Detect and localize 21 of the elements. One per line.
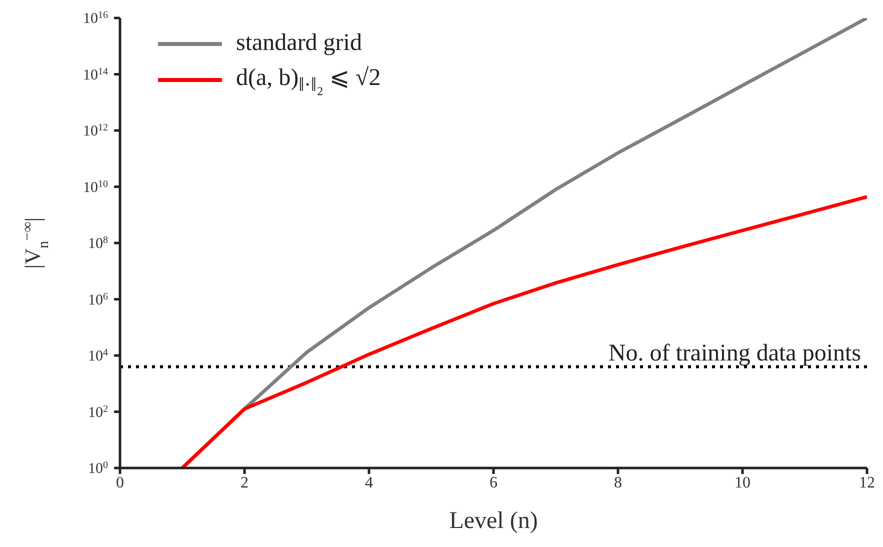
y-tick-label: 10$^{10}$	[83, 178, 108, 196]
y-tick-label: 10$^{12}$	[83, 122, 108, 140]
y-tick-label: 10$^{2}$	[88, 403, 108, 421]
y-tick-label: 10$^{4}$	[88, 347, 108, 364]
x-tick-label: 4	[365, 474, 373, 492]
line-series	[180, 195, 867, 468]
y-tick-label: 10$^{16}$	[83, 10, 108, 27]
y-tick-label: 10$^{14}$	[83, 66, 108, 84]
x-axis-title: Level (n)	[449, 508, 538, 534]
x-tick-label: 10	[734, 474, 750, 492]
x-tick-label: 2	[240, 474, 248, 492]
ref-line-label: No. of training data points	[608, 340, 861, 367]
x-tick-label: 6	[490, 474, 498, 492]
y-tick-label: 10$^{6}$	[88, 290, 108, 308]
legend-label: standard grid	[236, 30, 362, 57]
y-tick-label: 10$^{0}$	[88, 460, 108, 477]
x-tick-label: 12	[859, 474, 875, 492]
x-tick-label: 0	[116, 474, 124, 492]
legend-label: d(a, b)$_{‖·‖₂}$ ⩽ √2	[236, 64, 381, 97]
x-tick-label: 8	[614, 474, 622, 492]
y-tick-label: 10$^{8}$	[88, 234, 108, 252]
